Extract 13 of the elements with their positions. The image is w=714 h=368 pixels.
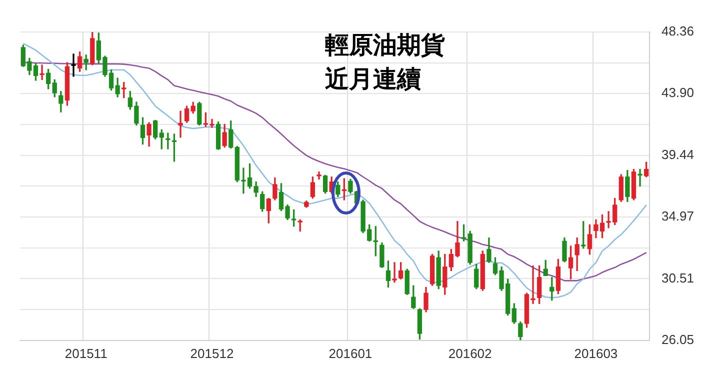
y-tick-label: 30.51 xyxy=(661,270,694,286)
y-tick-label: 48.36 xyxy=(661,24,694,39)
y-tick-label: 39.44 xyxy=(661,146,694,162)
y-tick-label: 26.05 xyxy=(661,332,694,347)
chart-title: 輕原油期貨 xyxy=(325,30,445,61)
x-tick-label: 201511 xyxy=(64,346,108,361)
x-tick-label: 201602 xyxy=(448,346,492,361)
x-tick-label: 201603 xyxy=(574,346,618,361)
y-tick-label: 34.97 xyxy=(661,208,694,224)
x-tick-label: 201601 xyxy=(328,346,372,361)
x-tick-label: 201512 xyxy=(190,346,234,361)
text: 近月連續 xyxy=(325,64,422,95)
y-tick-label: 43.90 xyxy=(661,85,694,100)
